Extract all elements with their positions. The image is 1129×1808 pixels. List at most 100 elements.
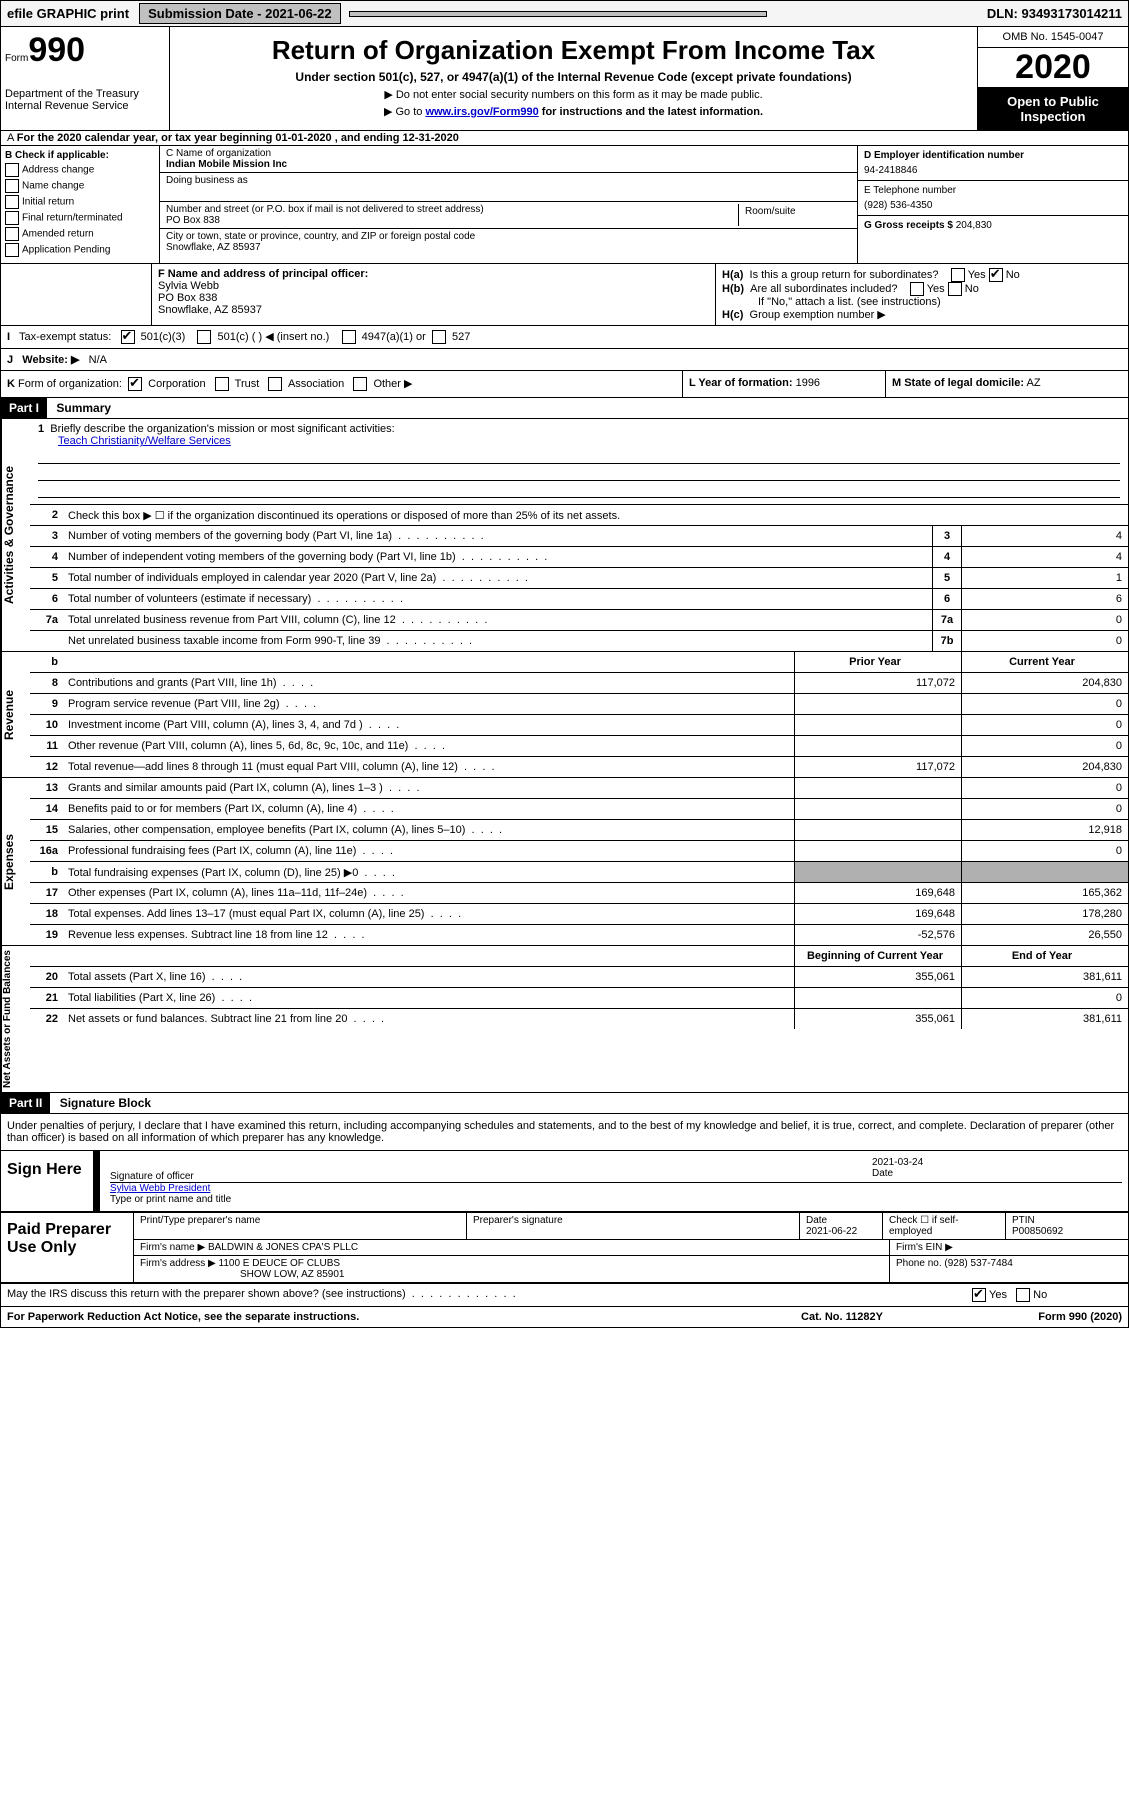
note-link: ▶ Go to www.irs.gov/Form990 for instruct… (178, 105, 969, 118)
gross-label: G Gross receipts $ (864, 220, 953, 231)
header-right: OMB No. 1545-0047 2020 Open to Public In… (977, 27, 1128, 130)
data-line: 9Program service revenue (Part VIII, lin… (30, 694, 1128, 715)
ha-no-chk[interactable] (989, 268, 1003, 282)
box-f: F Name and address of principal officer:… (152, 264, 716, 325)
revenue-lines: 8Contributions and grants (Part VIII, li… (30, 673, 1128, 777)
chk-association[interactable] (268, 377, 282, 391)
data-line: 16aProfessional fundraising fees (Part I… (30, 841, 1128, 862)
hb-label: H(b) (722, 283, 744, 295)
submission-date-button[interactable]: Submission Date - 2021-06-22 (139, 3, 341, 24)
note-ssn: Do not enter social security numbers on … (178, 88, 969, 101)
box-h: H(a) Is this a group return for subordin… (716, 264, 1128, 325)
addr-value: PO Box 838 (166, 215, 738, 226)
data-line: 11Other revenue (Part VIII, column (A), … (30, 736, 1128, 757)
section-netassets: Net Assets or Fund Balances Beginning of… (1, 946, 1128, 1093)
data-line: bTotal fundraising expenses (Part IX, co… (30, 862, 1128, 883)
chk-initial-return[interactable]: Initial return (5, 195, 155, 209)
preparer-row: Paid Preparer Use Only Print/Type prepar… (1, 1213, 1128, 1284)
officer-label: F Name and address of principal officer: (158, 268, 709, 280)
chk-501c[interactable] (197, 330, 211, 344)
summary-line: 5Total number of individuals employed in… (30, 568, 1128, 589)
chk-trust[interactable] (215, 377, 229, 391)
firm-name-cell: Firm's name ▶ BALDWIN & JONES CPA'S PLLC (134, 1240, 890, 1255)
data-line: 17Other expenses (Part IX, column (A), l… (30, 883, 1128, 904)
part2-header-row: Part II Signature Block (1, 1093, 1128, 1114)
officer-name-link[interactable]: Sylvia Webb President (110, 1183, 210, 1194)
chk-name-change[interactable]: Name change (5, 179, 155, 193)
firm-addr1: 1100 E DEUCE OF CLUBS (219, 1258, 341, 1269)
header-prior-year: Prior Year (794, 652, 961, 672)
officer-addr2: Snowflake, AZ 85937 (158, 304, 709, 316)
data-line: 22Net assets or fund balances. Subtract … (30, 1009, 1128, 1029)
form-prefix: Form (5, 53, 28, 64)
top-bar: efile GRAPHIC print Submission Date - 20… (1, 1, 1128, 27)
summary-line: 7aTotal unrelated business revenue from … (30, 610, 1128, 631)
hc-label: H(c) (722, 309, 743, 321)
irs-link[interactable]: www.irs.gov/Form990 (425, 106, 538, 118)
chk-final-return[interactable]: Final return/terminated (5, 211, 155, 225)
ha-yes-chk[interactable] (951, 268, 965, 282)
single-value-lines: 3Number of voting members of the governi… (30, 526, 1128, 651)
gross-value: 204,830 (956, 220, 992, 231)
note-prefix: Go to (395, 106, 425, 118)
form-footer: Form 990 (2020) (942, 1311, 1122, 1323)
discuss-checks: Yes No (972, 1288, 1122, 1302)
chk-4947[interactable] (342, 330, 356, 344)
line-klm: K Form of organization: Corporation Trus… (1, 371, 1128, 398)
blank-button[interactable] (349, 11, 767, 17)
phone-label: E Telephone number (864, 185, 1122, 196)
org-name: Indian Mobile Mission Inc (166, 159, 851, 170)
firm-name-label: Firm's name ▶ (140, 1242, 205, 1253)
hb-no-chk[interactable] (948, 282, 962, 296)
prep-self-employed: Check ☐ if self-employed (883, 1213, 1006, 1239)
rule-1 (38, 449, 1120, 464)
chk-corporation[interactable] (128, 377, 142, 391)
line-a-text: For the 2020 calendar year, or tax year … (17, 132, 459, 144)
dba-label: Doing business as (166, 175, 851, 186)
chk-501c3[interactable] (121, 330, 135, 344)
box-b: B Check if applicable: Address change Na… (1, 146, 160, 263)
officer-name: Sylvia Webb (158, 280, 709, 292)
chk-amended-return[interactable]: Amended return (5, 227, 155, 241)
summary-line: Net unrelated business taxable income fr… (30, 631, 1128, 651)
discuss-no-chk[interactable] (1016, 1288, 1030, 1302)
header-left: Form990 Department of the Treasury Inter… (1, 27, 170, 130)
prep-date-label: Date (806, 1215, 876, 1226)
vlabel-expenses: Expenses (1, 778, 30, 945)
phone-value: (928) 536-4350 (864, 200, 1122, 211)
discuss-yes-chk[interactable] (972, 1288, 986, 1302)
revenue-body: b Prior Year Current Year 8Contributions… (30, 652, 1128, 777)
city-label: City or town, state or province, country… (166, 231, 851, 242)
data-line: 20Total assets (Part X, line 16) . . . .… (30, 967, 1128, 988)
data-line: 19Revenue less expenses. Subtract line 1… (30, 925, 1128, 945)
part2-header: Part II (1, 1093, 50, 1113)
summary-line: 6Total number of volunteers (estimate if… (30, 589, 1128, 610)
prep-sig-label: Preparer's signature (467, 1213, 800, 1239)
chk-address-change[interactable]: Address change (5, 163, 155, 177)
netassets-header: Beginning of Current Year End of Year (30, 946, 1128, 967)
ptin-value: P00850692 (1012, 1226, 1122, 1237)
chk-527[interactable] (432, 330, 446, 344)
hb-yes-chk[interactable] (910, 282, 924, 296)
firm-ein-label: Firm's EIN ▶ (890, 1240, 1128, 1255)
chk-application-pending[interactable]: Application Pending (5, 243, 155, 257)
preparer-body: Print/Type preparer's name Preparer's si… (134, 1213, 1128, 1282)
mission-value[interactable]: Teach Christianity/Welfare Services (58, 435, 231, 447)
part1-title: Summary (50, 399, 117, 417)
line-j: J Website: ▶ N/A (1, 349, 1128, 371)
firm-name-value: BALDWIN & JONES CPA'S PLLC (208, 1242, 358, 1253)
q1-label: Briefly describe the organization's miss… (50, 423, 394, 435)
ein-label: D Employer identification number (864, 150, 1122, 161)
preparer-line-1: Print/Type preparer's name Preparer's si… (134, 1213, 1128, 1240)
summary-line: 4Number of independent voting members of… (30, 547, 1128, 568)
mission-block: 1 Briefly describe the organization's mi… (30, 419, 1128, 504)
j-label: Website: ▶ (22, 354, 79, 366)
form-header: Form990 Department of the Treasury Inter… (1, 27, 1128, 131)
firm-phone-cell: Phone no. (928) 537-7484 (890, 1256, 1128, 1282)
chk-other[interactable] (353, 377, 367, 391)
sign-here-row: Sign Here Signature of officer 2021-03-2… (1, 1151, 1128, 1213)
q2-label: Check this box ▶ ☐ if the organization d… (64, 507, 1128, 524)
ha-text: Is this a group return for subordinates? (750, 269, 939, 281)
officer-addr1: PO Box 838 (158, 292, 709, 304)
header-current-year: Current Year (961, 652, 1128, 672)
